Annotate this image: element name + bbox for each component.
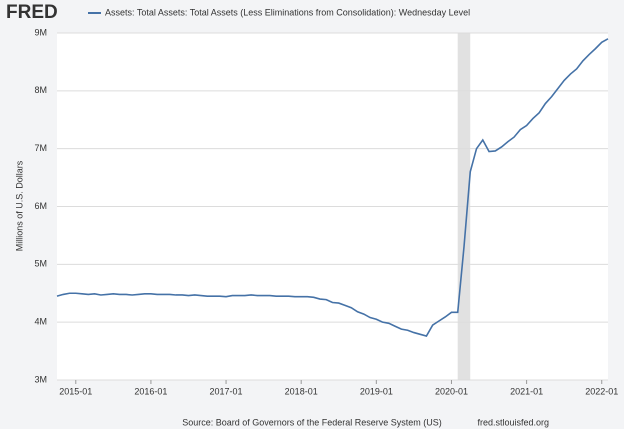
- y-tick-label: 4M: [34, 317, 47, 327]
- data-line: [56, 38, 609, 337]
- y-tick-label: 6M: [34, 201, 47, 211]
- y-axis-label: Millions of U.S. Dollars: [14, 160, 24, 251]
- x-tick-label: 2015-01: [59, 386, 92, 396]
- y-tick-label: 9M: [34, 27, 47, 37]
- source: Source: Board of Governors of the Federa…: [182, 417, 442, 427]
- x-tick-label: 2019-01: [360, 386, 393, 396]
- y-tick-label: 3M: [34, 374, 47, 384]
- x-tick-label: 2022-01: [585, 386, 618, 396]
- x-tick-label: 2018-01: [285, 386, 318, 396]
- url: fred.stlouisfed.org: [477, 417, 549, 427]
- brand-logo: FRED: [6, 2, 58, 23]
- y-tick-label: 7M: [34, 143, 47, 153]
- x-tick-label: 2016-01: [134, 386, 167, 396]
- x-tick-label: 2021-01: [510, 386, 543, 396]
- y-tick-label: 8M: [34, 85, 47, 95]
- y-tick-label: 5M: [34, 259, 47, 269]
- x-tick-label: 2017-01: [210, 386, 243, 396]
- legend-label: Assets: Total Assets: Total Assets (Less…: [105, 7, 470, 17]
- x-tick-label: 2020-01: [435, 386, 468, 396]
